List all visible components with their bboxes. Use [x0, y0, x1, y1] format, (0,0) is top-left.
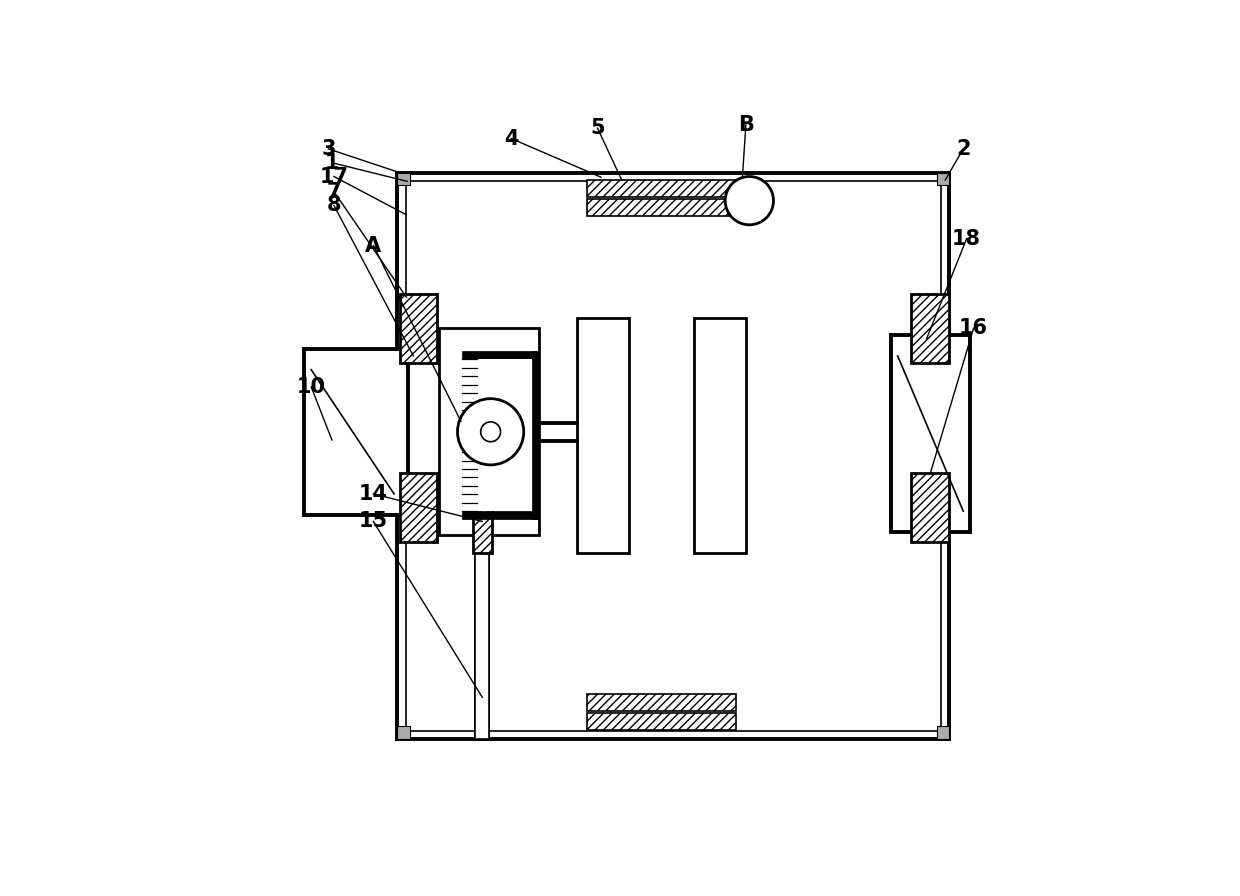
- Bar: [461, 359, 532, 511]
- Text: 7: 7: [327, 182, 341, 202]
- Bar: [588, 199, 735, 216]
- Bar: [588, 712, 735, 730]
- Text: 3: 3: [321, 139, 336, 159]
- Text: 5: 5: [590, 118, 605, 138]
- Bar: [398, 173, 410, 185]
- Bar: [588, 180, 735, 197]
- Bar: [399, 473, 438, 542]
- Circle shape: [481, 422, 501, 442]
- Bar: [398, 727, 410, 739]
- Text: 2: 2: [956, 139, 971, 159]
- Text: 4: 4: [505, 128, 518, 149]
- Text: 17: 17: [320, 167, 348, 186]
- Text: 10: 10: [296, 377, 326, 397]
- Bar: [472, 490, 492, 553]
- Bar: [911, 473, 950, 542]
- Bar: [439, 328, 539, 535]
- Bar: [461, 351, 539, 359]
- Text: 8: 8: [327, 195, 341, 216]
- Text: 18: 18: [952, 228, 981, 248]
- Bar: [399, 294, 438, 363]
- Bar: [890, 335, 970, 532]
- Bar: [461, 511, 539, 520]
- Circle shape: [725, 177, 774, 225]
- Bar: [475, 532, 490, 739]
- Text: 1: 1: [325, 152, 340, 173]
- Bar: [911, 294, 950, 363]
- Bar: [577, 318, 629, 553]
- Bar: [588, 694, 735, 711]
- Bar: [694, 318, 746, 553]
- Bar: [937, 727, 950, 739]
- Bar: [532, 351, 539, 520]
- Text: 15: 15: [358, 512, 388, 531]
- Text: 16: 16: [959, 318, 988, 339]
- Text: A: A: [366, 236, 382, 255]
- Text: 14: 14: [358, 484, 388, 504]
- Text: B: B: [738, 115, 754, 134]
- Bar: [937, 173, 950, 185]
- Circle shape: [458, 399, 523, 465]
- Bar: [304, 349, 408, 514]
- Bar: [475, 532, 490, 739]
